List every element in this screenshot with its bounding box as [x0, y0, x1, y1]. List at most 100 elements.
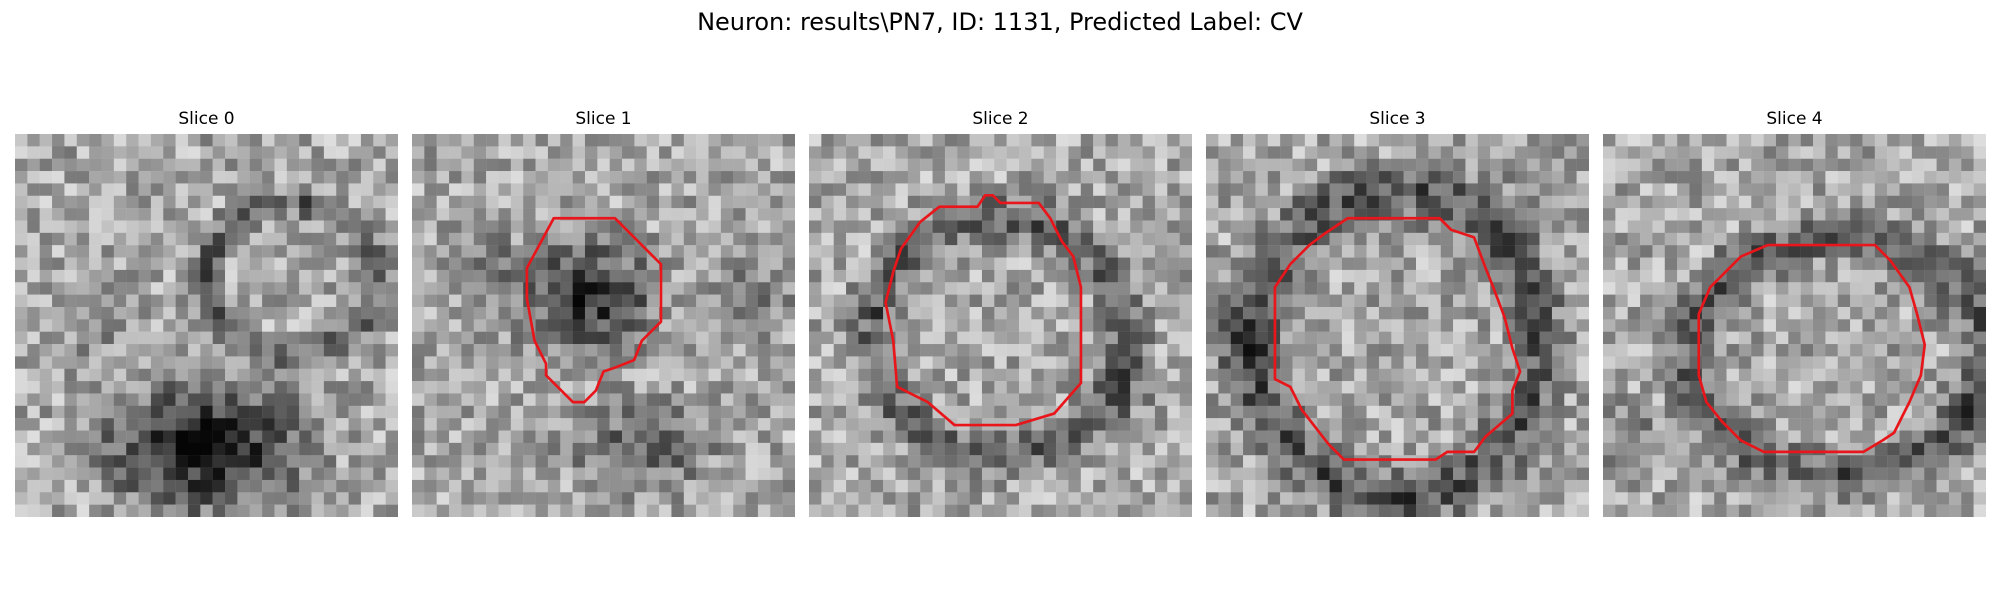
pixel	[15, 282, 28, 295]
pixel	[833, 306, 847, 320]
pixel	[101, 220, 115, 234]
pixel	[1206, 331, 1219, 345]
pixel	[461, 492, 474, 505]
pixel	[39, 418, 53, 431]
pixel	[1837, 393, 1851, 406]
pixel	[1514, 381, 1528, 394]
pixel	[1813, 146, 1826, 159]
pixel	[424, 430, 437, 444]
pixel	[249, 393, 263, 406]
pixel	[809, 393, 822, 406]
pixel	[1911, 171, 1925, 184]
pixel	[846, 418, 859, 431]
pixel	[126, 368, 139, 382]
pixel	[498, 331, 512, 345]
pixel	[833, 171, 847, 184]
pixel	[895, 418, 909, 431]
pixel	[1701, 257, 1715, 271]
pixel	[597, 146, 610, 159]
pixel	[336, 306, 349, 320]
pixel	[547, 245, 561, 258]
pixel	[498, 504, 512, 517]
pixel	[1551, 306, 1565, 320]
pixel	[907, 257, 921, 271]
pixel	[1280, 368, 1293, 382]
pixel	[809, 442, 822, 456]
pixel	[473, 306, 487, 320]
pixel	[286, 171, 300, 184]
pixel	[1924, 319, 1937, 332]
pixel	[449, 405, 462, 419]
pixel	[175, 442, 189, 456]
pixel	[436, 331, 450, 345]
pixel	[1887, 492, 1900, 505]
pixel	[1243, 368, 1256, 382]
pixel	[1142, 183, 1156, 196]
pixel	[1788, 356, 1801, 369]
pixel	[1961, 418, 1974, 431]
pixel	[1813, 195, 1826, 209]
pixel	[286, 479, 300, 493]
pixel	[101, 331, 115, 345]
pixel	[212, 331, 226, 345]
pixel	[498, 442, 512, 456]
pixel	[1576, 146, 1589, 159]
pixel	[76, 282, 90, 295]
pixel	[175, 467, 189, 481]
pixel	[1514, 183, 1528, 196]
pixel	[957, 393, 970, 406]
pixel	[1117, 257, 1131, 271]
pixel	[1726, 492, 1740, 505]
pixel	[486, 183, 499, 196]
pixel	[1465, 183, 1478, 196]
pixel	[770, 306, 783, 320]
pixel	[994, 467, 1007, 481]
pixel	[1304, 381, 1318, 394]
pixel	[597, 356, 610, 369]
pixel	[782, 245, 795, 258]
pixel	[782, 232, 795, 246]
pixel	[1788, 381, 1801, 394]
pixel	[1130, 442, 1143, 456]
pixel	[15, 220, 28, 234]
pixel	[212, 455, 226, 468]
pixel	[782, 146, 795, 159]
pixel	[957, 381, 970, 394]
pixel	[1031, 405, 1044, 419]
pixel	[1924, 245, 1937, 258]
pixel	[720, 232, 734, 246]
pixel	[858, 134, 871, 147]
pixel	[1973, 467, 1986, 481]
pixel	[1850, 257, 1863, 271]
pixel	[809, 282, 822, 295]
pixel	[572, 146, 586, 159]
pixel	[1403, 381, 1417, 394]
pixel	[1179, 257, 1192, 271]
pixel	[1862, 430, 1875, 444]
pixel	[1911, 405, 1925, 419]
pixel	[1230, 467, 1244, 481]
pixel	[1019, 183, 1032, 196]
pixel	[683, 418, 697, 431]
pixel	[634, 319, 647, 332]
pixel	[1230, 479, 1244, 493]
pixel	[1726, 467, 1740, 481]
pixel	[720, 393, 734, 406]
pixel	[1416, 492, 1429, 505]
pixel	[547, 183, 561, 196]
pixel	[311, 269, 325, 283]
pixel	[373, 356, 386, 369]
pixel	[535, 405, 549, 419]
pixel	[523, 368, 536, 382]
pixel	[1813, 492, 1826, 505]
pixel	[969, 331, 983, 345]
pixel	[708, 220, 722, 234]
pixel	[907, 455, 921, 468]
pixel	[510, 220, 524, 234]
pixel	[126, 183, 139, 196]
pixel	[1813, 381, 1826, 394]
pixel	[473, 282, 487, 295]
pixel	[126, 356, 139, 369]
pixel	[498, 356, 512, 369]
pixel	[1179, 282, 1192, 295]
